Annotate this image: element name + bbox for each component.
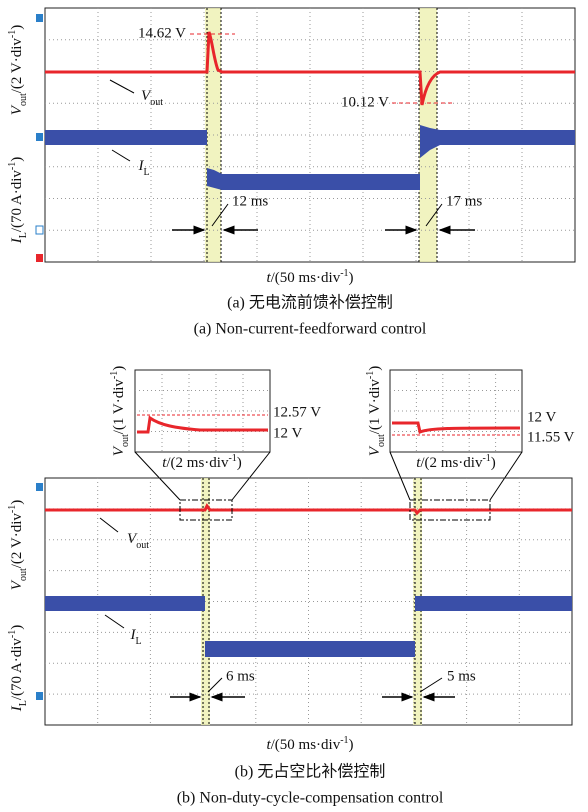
label-part: /(2 ms·div — [166, 455, 229, 471]
channel-marker — [36, 226, 43, 234]
label-part: out — [136, 540, 149, 551]
leader — [100, 518, 118, 532]
leader — [105, 615, 124, 628]
channel-marker — [36, 254, 43, 262]
current-trace — [205, 641, 415, 657]
label-part: /(2 V·div — [9, 38, 25, 94]
label-part: ) — [111, 366, 127, 371]
label-part: /(50 ms·div — [271, 270, 341, 286]
label-part: -1 — [340, 735, 348, 746]
annotation: 12 V — [273, 425, 302, 441]
caption: (a) 无电流前馈补偿控制 — [227, 294, 393, 312]
figure: Vout/(2 V·div-1)IL/(70 A·div-1)VoutIL14.… — [0, 0, 588, 812]
inset-y-label: Vout/(1 V·div-1) — [109, 366, 131, 456]
label-part: /(2 V·div — [9, 513, 25, 569]
label-part: ) — [349, 270, 354, 286]
channel-marker — [36, 483, 43, 491]
current-trace — [45, 130, 207, 145]
annotation: 12 V — [527, 409, 556, 425]
inset-y-label: Vout/(1 V·div-1) — [365, 366, 387, 456]
label-part: -1 — [7, 30, 18, 38]
label-part: -1 — [7, 162, 18, 170]
label-part: /(2 ms·div — [420, 455, 483, 471]
label-part: out — [376, 434, 387, 447]
annotation: 12 ms — [232, 193, 268, 209]
y-axis-label: IL/(70 A·div-1) — [7, 157, 29, 245]
channel-marker — [36, 692, 43, 700]
label-part: L — [135, 636, 141, 647]
label-part: out — [150, 97, 163, 108]
label-part: /(1 V·div — [111, 379, 127, 435]
annotation: 17 ms — [446, 193, 482, 209]
trace-label: Vout — [127, 531, 149, 550]
x-axis-label: t/(50 ms·div-1) — [266, 268, 353, 287]
label-part: /(50 ms·div — [271, 737, 341, 753]
y-axis-label: Vout/(2 V·div-1) — [7, 500, 29, 590]
annotation: 12.57 V — [273, 404, 321, 420]
label-part: ) — [9, 25, 25, 30]
label-part: /(1 V·div — [367, 379, 383, 435]
channel-marker — [36, 133, 43, 141]
label-part: out — [18, 93, 29, 106]
label-part: -1 — [228, 453, 236, 464]
y-axis-label: Vout/(2 V·div-1) — [7, 25, 29, 115]
label-part: -1 — [482, 453, 490, 464]
label-part: -1 — [109, 371, 120, 379]
label-part: ) — [9, 625, 25, 630]
label-part: -1 — [7, 505, 18, 513]
label-part: -1 — [365, 371, 376, 379]
label-part: -1 — [7, 630, 18, 638]
current-trace — [45, 596, 205, 611]
label-part: out — [120, 434, 131, 447]
annotation: 6 ms — [226, 668, 255, 684]
leader — [420, 678, 442, 692]
leader — [112, 150, 130, 161]
current-trace — [415, 596, 572, 611]
caption: (b) 无占空比补偿控制 — [235, 763, 386, 781]
annotation: 10.12 V — [341, 94, 389, 110]
label-part: ) — [491, 455, 496, 471]
zoom-line — [390, 452, 410, 500]
label-part: ) — [9, 500, 25, 505]
trace-label: IL — [137, 158, 149, 177]
label-part: ) — [237, 455, 242, 471]
annotation: 11.55 V — [527, 429, 575, 445]
channel-marker — [36, 14, 43, 22]
x-axis-label: t/(50 ms·div-1) — [266, 735, 353, 754]
label-part: ) — [349, 737, 354, 753]
label-part: -1 — [340, 268, 348, 279]
trace-label: Vout — [141, 88, 163, 107]
voltage-trace — [45, 506, 572, 513]
label-part: L — [143, 167, 149, 178]
current-trace — [207, 168, 420, 190]
current-trace — [420, 125, 575, 158]
leader — [208, 678, 222, 692]
caption: (a) Non-current-feedforward control — [194, 321, 427, 338]
inset-x-label: t/(2 ms·div-1) — [162, 453, 242, 472]
annotation: 14.62 V — [138, 25, 186, 41]
inset-x-label: t/(2 ms·div-1) — [416, 453, 496, 472]
annotation: 5 ms — [447, 668, 476, 684]
label-part: ) — [9, 157, 25, 162]
label-part: /(70 A·div — [9, 170, 25, 233]
label-part: ) — [367, 366, 383, 371]
y-axis-label: IL/(70 A·div-1) — [7, 625, 29, 713]
label-part: /(70 A·div — [9, 638, 25, 701]
leader — [110, 80, 134, 93]
trace-label: IL — [129, 627, 141, 646]
caption: (b) Non-duty-cycle-compensation control — [177, 790, 444, 807]
label-part: out — [18, 568, 29, 581]
